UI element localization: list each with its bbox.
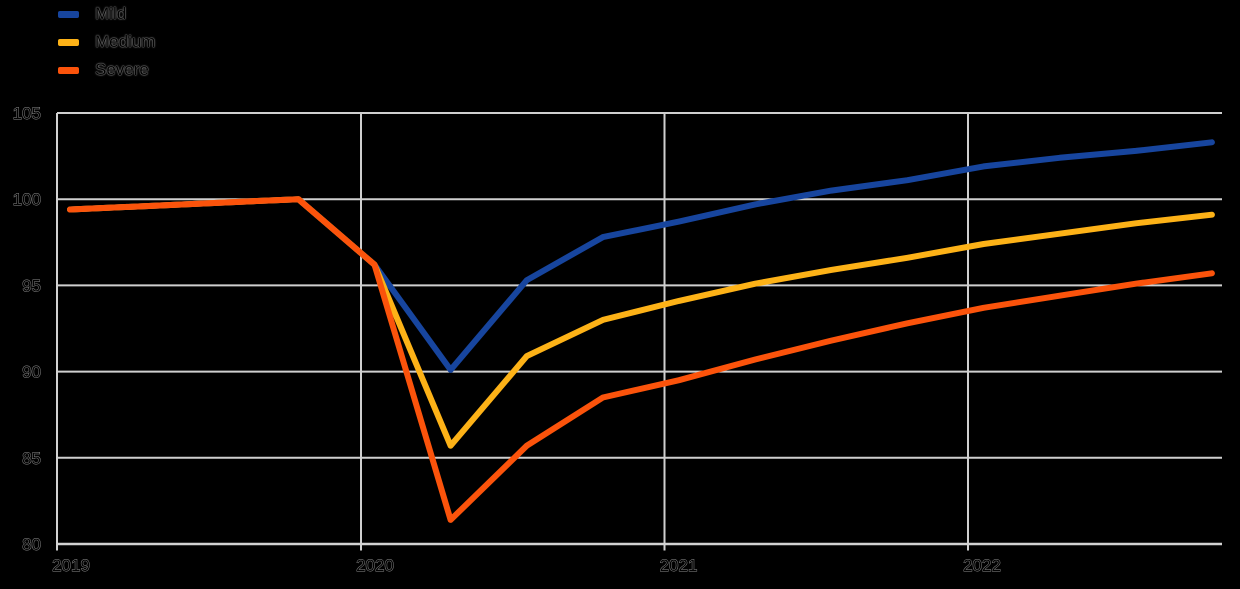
legend-item-medium[interactable]: Medium — [58, 28, 155, 56]
x-axis-label: 2020 — [356, 556, 394, 575]
legend-label-severe: Severe — [95, 60, 149, 79]
legend-swatch-severe — [58, 66, 79, 74]
y-axis-label: 90 — [22, 363, 41, 382]
legend: Mild Medium Severe — [58, 0, 155, 84]
y-axis-label: 105 — [13, 104, 41, 123]
series-line-medium — [67, 196, 1215, 449]
legend-swatch-medium — [58, 38, 79, 46]
y-axis-label: 80 — [22, 535, 41, 554]
series-line-severe — [67, 196, 1215, 523]
y-axis-label: 100 — [13, 190, 41, 209]
series-line-mild — [67, 139, 1215, 373]
x-axis-label: 2019 — [52, 556, 90, 575]
legend-item-mild[interactable]: Mild — [58, 0, 155, 28]
legend-swatch-mild — [58, 10, 79, 18]
legend-label-mild: Mild — [95, 4, 127, 23]
x-axis-label: 2022 — [963, 556, 1001, 575]
legend-label-medium: Medium — [95, 32, 156, 51]
legend-item-severe[interactable]: Severe — [58, 56, 155, 84]
x-axis-label: 2021 — [660, 556, 698, 575]
y-axis-label: 85 — [22, 449, 41, 468]
y-axis-label: 95 — [22, 276, 41, 295]
